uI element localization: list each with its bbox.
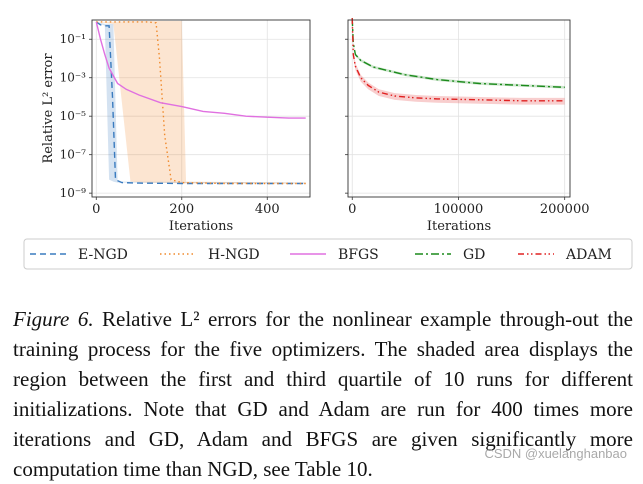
y-tick-label: 10⁻¹: [60, 32, 86, 46]
series-line-gd: [351, 18, 565, 88]
right-panel: 0 100000 200000 Iterations: [345, 15, 590, 234]
x-tick-label: 200000: [540, 202, 590, 217]
legend: E-NGD H-NGD BFGS GD ADAM: [23, 238, 633, 270]
x-tick-label: 100000: [434, 202, 484, 217]
legend-label-bfgs: BFGS: [338, 247, 379, 263]
plot-area: [348, 20, 570, 197]
figure-6-plot: 0 200 400 Iterations 10⁻¹ 10⁻³ 10⁻⁵ 10⁻⁷ 10⁻⁹ Rel…: [23, 15, 633, 270]
axes-frame: [91, 19, 311, 198]
caption-text: Relative L² errors for the nonlinear exa…: [13, 307, 633, 481]
legend-label-e-ngd: E-NGD: [78, 247, 128, 263]
band-h-ngd: [96, 20, 306, 184]
x-tick-label: 0: [348, 202, 356, 217]
legend-label-adam: ADAM: [565, 247, 612, 263]
x-axis-label: Iterations: [169, 219, 233, 234]
x-tick-label: 0: [92, 202, 100, 217]
series-line-bfgs: [95, 21, 306, 119]
y-tick-label: 10⁻⁷: [60, 148, 87, 162]
series-line-e-ngd: [95, 21, 306, 185]
left-panel: 0 200 400 Iterations 10⁻¹ 10⁻³ 10⁻⁵ 10⁻⁷ 10⁻⁹ Rel…: [41, 19, 311, 234]
band-e-ngd: [96, 21, 306, 184]
y-tick-label: 10⁻⁹: [60, 186, 87, 200]
legend-label-h-ngd: H-NGD: [208, 247, 260, 263]
x-tick-label: 200: [169, 202, 194, 217]
legend-label-gd: GD: [463, 247, 485, 263]
caption-label: Figure 6.: [13, 307, 94, 331]
watermark: CSDN @xuelanghanbao: [484, 446, 627, 461]
figure-caption: Figure 6. Relative L² errors for the non…: [13, 304, 633, 484]
series-line-adam: [351, 18, 565, 102]
y-tick-label: 10⁻⁵: [60, 109, 87, 123]
x-tick-label: 400: [255, 202, 280, 217]
axes-frame: [347, 19, 571, 198]
plot-area: [92, 20, 310, 197]
x-axis-label: Iterations: [427, 219, 491, 234]
y-axis-label: Relative L² error: [41, 53, 56, 164]
y-tick-label: 10⁻³: [60, 71, 87, 85]
legend-box: [23, 238, 633, 270]
series-line-h-ngd: [96, 21, 306, 185]
